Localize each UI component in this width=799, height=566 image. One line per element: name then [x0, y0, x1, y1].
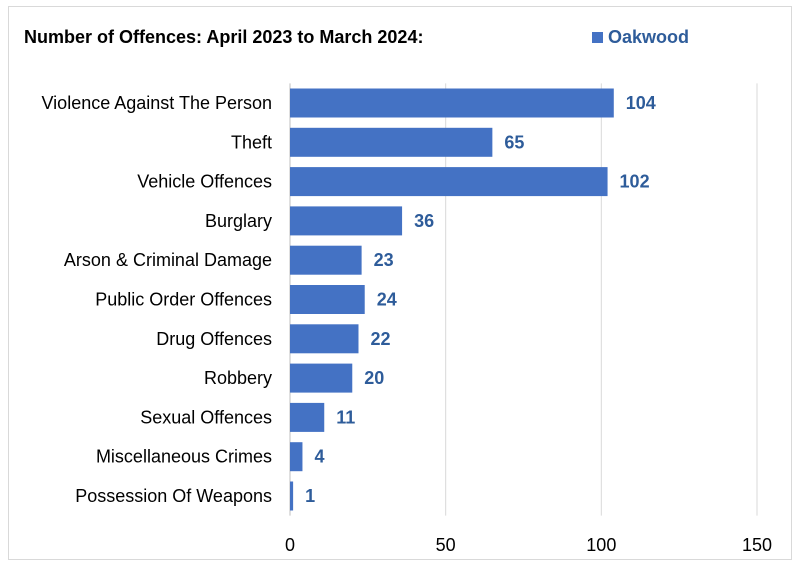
legend: Oakwood — [592, 27, 689, 48]
data-label-2: 102 — [620, 172, 650, 192]
category-label-0: Violence Against The Person — [42, 93, 273, 113]
bar-3 — [290, 206, 403, 236]
category-label-9: Miscellaneous Crimes — [96, 447, 272, 467]
legend-swatch — [592, 32, 603, 43]
data-label-10: 1 — [305, 486, 315, 506]
data-label-0: 104 — [626, 93, 656, 113]
category-label-1: Theft — [231, 132, 272, 152]
bar-8 — [290, 402, 325, 432]
x-tick-label-50: 50 — [436, 535, 456, 555]
category-label-8: Sexual Offences — [140, 407, 272, 427]
category-label-4: Arson & Criminal Damage — [64, 250, 272, 270]
category-label-2: Vehicle Offences — [137, 172, 272, 192]
bar-10 — [290, 481, 294, 511]
data-label-1: 65 — [504, 132, 524, 152]
bar-0 — [290, 88, 614, 118]
data-label-3: 36 — [414, 211, 434, 231]
data-label-8: 11 — [336, 407, 355, 427]
category-label-7: Robbery — [204, 368, 272, 388]
bar-4 — [290, 245, 362, 275]
x-tick-label-100: 100 — [586, 535, 616, 555]
chart-title: Number of Offences: April 2023 to March … — [24, 27, 424, 47]
bar-5 — [290, 285, 365, 314]
bar-7 — [290, 363, 353, 393]
bar-2 — [290, 167, 608, 197]
data-label-7: 20 — [364, 368, 384, 388]
data-label-9: 4 — [314, 447, 324, 467]
x-tick-label-150: 150 — [742, 535, 772, 555]
data-label-6: 22 — [370, 329, 390, 349]
category-label-3: Burglary — [205, 211, 272, 231]
bar-9 — [290, 442, 303, 472]
data-label-4: 23 — [374, 250, 394, 270]
x-tick-label-0: 0 — [285, 535, 295, 555]
bar-1 — [290, 127, 493, 157]
category-label-5: Public Order Offences — [95, 290, 272, 310]
bar-6 — [290, 324, 359, 354]
category-label-10: Possession Of Weapons — [75, 486, 272, 506]
category-label-6: Drug Offences — [156, 329, 272, 349]
legend-label: Oakwood — [608, 27, 690, 47]
data-label-5: 24 — [377, 290, 397, 310]
